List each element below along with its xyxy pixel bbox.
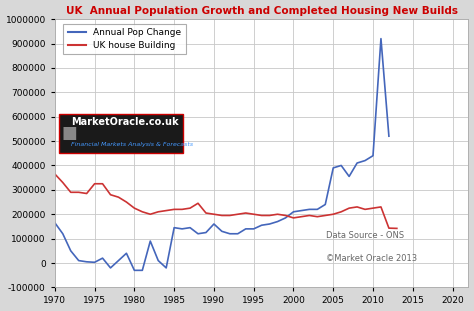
UK house Building xyxy=(211,212,217,216)
Line: Annual Pop Change: Annual Pop Change xyxy=(55,39,389,270)
FancyBboxPatch shape xyxy=(59,114,183,153)
Annual Pop Change xyxy=(124,251,129,255)
Annual Pop Change xyxy=(116,259,121,262)
Annual Pop Change xyxy=(52,221,58,225)
UK house Building xyxy=(60,181,65,184)
UK house Building xyxy=(76,190,82,194)
Annual Pop Change xyxy=(100,256,105,260)
Annual Pop Change xyxy=(267,222,273,226)
Title: UK  Annual Population Growth and Completed Housing New Builds: UK Annual Population Growth and Complete… xyxy=(65,6,457,16)
Annual Pop Change xyxy=(354,161,360,165)
UK house Building xyxy=(322,214,328,217)
Annual Pop Change xyxy=(195,232,201,236)
Annual Pop Change xyxy=(251,227,256,231)
UK house Building xyxy=(235,212,241,216)
Text: Financial Markets Analysis & Forecasts: Financial Markets Analysis & Forecasts xyxy=(72,142,193,147)
Text: ©Market Oracle 2013: ©Market Oracle 2013 xyxy=(326,253,417,262)
UK house Building xyxy=(338,210,344,214)
UK house Building xyxy=(147,212,153,216)
UK house Building xyxy=(251,212,256,216)
UK house Building xyxy=(275,212,281,216)
UK house Building xyxy=(346,206,352,210)
Text: Data Source - ONS: Data Source - ONS xyxy=(326,231,404,240)
UK house Building xyxy=(100,182,105,186)
UK house Building xyxy=(84,192,90,195)
UK house Building xyxy=(378,205,384,209)
UK house Building xyxy=(267,214,273,217)
Line: UK house Building: UK house Building xyxy=(55,174,397,228)
Legend: Annual Pop Change, UK house Building: Annual Pop Change, UK house Building xyxy=(64,24,186,54)
UK house Building xyxy=(370,206,376,210)
UK house Building xyxy=(68,190,73,194)
UK house Building xyxy=(314,215,320,219)
Annual Pop Change xyxy=(139,268,145,272)
UK house Building xyxy=(179,207,185,211)
Annual Pop Change xyxy=(203,231,209,234)
Annual Pop Change xyxy=(378,37,384,40)
Annual Pop Change xyxy=(235,232,241,236)
UK house Building xyxy=(139,210,145,214)
Annual Pop Change xyxy=(92,260,98,264)
UK house Building xyxy=(394,226,400,230)
Annual Pop Change xyxy=(283,216,288,220)
Text: ■: ■ xyxy=(61,124,77,142)
UK house Building xyxy=(362,207,368,211)
Annual Pop Change xyxy=(370,154,376,158)
Annual Pop Change xyxy=(60,232,65,236)
Annual Pop Change xyxy=(338,164,344,167)
UK house Building xyxy=(259,214,264,217)
Annual Pop Change xyxy=(219,230,225,233)
Annual Pop Change xyxy=(164,266,169,270)
Annual Pop Change xyxy=(84,260,90,264)
UK house Building xyxy=(243,211,248,215)
Annual Pop Change xyxy=(227,232,233,236)
Annual Pop Change xyxy=(108,266,113,270)
Annual Pop Change xyxy=(147,239,153,243)
UK house Building xyxy=(203,211,209,215)
Annual Pop Change xyxy=(259,223,264,227)
UK house Building xyxy=(124,200,129,204)
Annual Pop Change xyxy=(386,134,392,138)
UK house Building xyxy=(386,226,392,230)
UK house Building xyxy=(195,202,201,205)
Annual Pop Change xyxy=(155,259,161,262)
UK house Building xyxy=(354,205,360,209)
Annual Pop Change xyxy=(243,227,248,231)
Annual Pop Change xyxy=(179,227,185,231)
Annual Pop Change xyxy=(131,268,137,272)
UK house Building xyxy=(227,214,233,217)
UK house Building xyxy=(283,214,288,217)
UK house Building xyxy=(155,210,161,214)
UK house Building xyxy=(108,193,113,197)
UK house Building xyxy=(299,215,304,219)
Annual Pop Change xyxy=(322,203,328,207)
Annual Pop Change xyxy=(307,207,312,211)
UK house Building xyxy=(307,214,312,217)
UK house Building xyxy=(330,212,336,216)
Annual Pop Change xyxy=(171,226,177,230)
Annual Pop Change xyxy=(299,209,304,212)
UK house Building xyxy=(131,206,137,210)
Annual Pop Change xyxy=(362,159,368,162)
Annual Pop Change xyxy=(346,174,352,178)
UK house Building xyxy=(187,206,193,210)
UK house Building xyxy=(171,207,177,211)
UK house Building xyxy=(164,209,169,212)
Annual Pop Change xyxy=(314,207,320,211)
Text: MarketOracle.co.uk: MarketOracle.co.uk xyxy=(72,117,179,127)
Annual Pop Change xyxy=(76,259,82,262)
Annual Pop Change xyxy=(68,249,73,253)
Annual Pop Change xyxy=(211,222,217,226)
UK house Building xyxy=(291,216,296,220)
UK house Building xyxy=(116,195,121,199)
Annual Pop Change xyxy=(330,166,336,170)
UK house Building xyxy=(219,214,225,217)
UK house Building xyxy=(92,182,98,186)
Annual Pop Change xyxy=(291,210,296,214)
Annual Pop Change xyxy=(275,220,281,223)
UK house Building xyxy=(52,172,58,176)
Annual Pop Change xyxy=(187,226,193,230)
